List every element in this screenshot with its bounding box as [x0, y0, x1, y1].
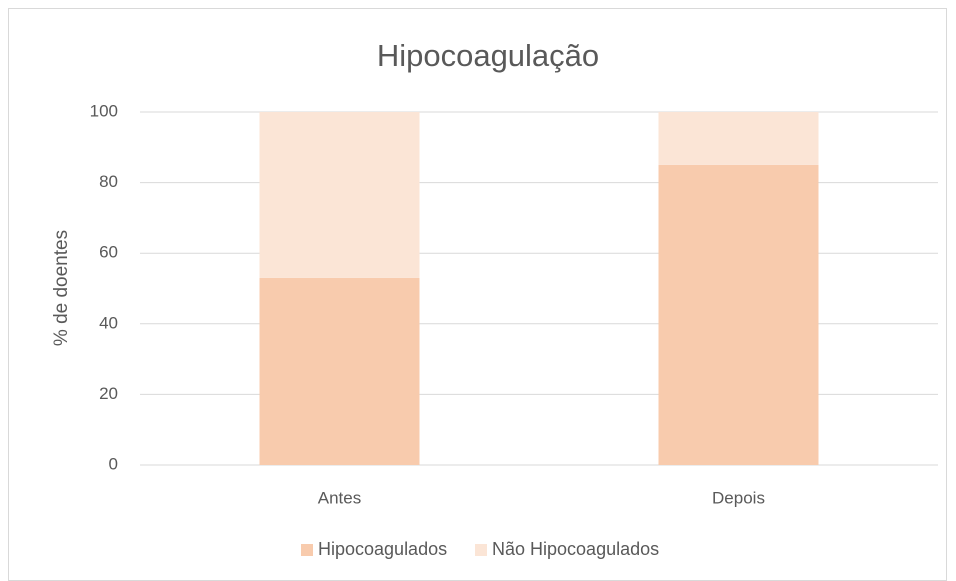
y-tick-label: 0 — [109, 454, 118, 473]
y-axis-label: % de doentes — [51, 230, 72, 346]
chart-title: Hipocoagulação — [377, 38, 599, 73]
bar-segment — [259, 112, 420, 278]
x-tick-label: Antes — [318, 488, 361, 507]
legend-label: Não Hipocoagulados — [492, 539, 659, 559]
bar-segment — [658, 164, 819, 465]
y-tick-label: 100 — [90, 101, 118, 120]
y-tick-label: 80 — [99, 172, 118, 191]
legend-swatch — [301, 544, 313, 556]
legend-label: Hipocoagulados — [318, 539, 447, 559]
bar-segment — [259, 277, 420, 465]
x-tick-label: Depois — [712, 488, 765, 507]
bar-segment — [658, 112, 819, 165]
y-tick-label: 20 — [99, 384, 118, 403]
y-tick-label: 40 — [99, 313, 118, 332]
y-tick-label: 60 — [99, 243, 118, 262]
legend-swatch — [475, 544, 487, 556]
